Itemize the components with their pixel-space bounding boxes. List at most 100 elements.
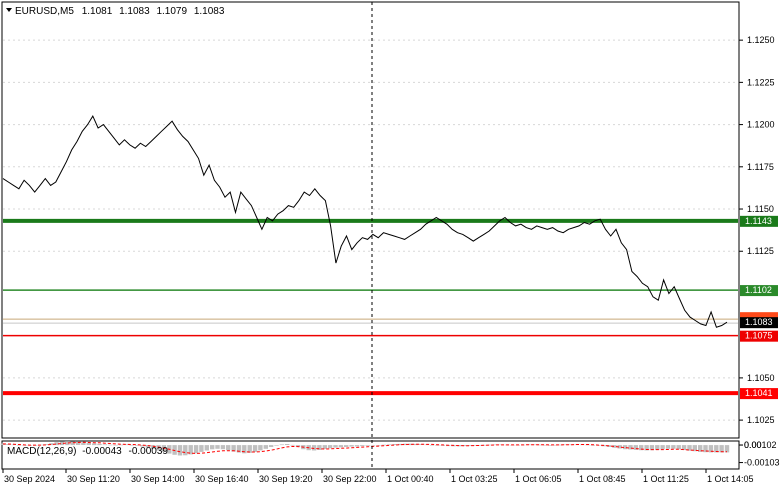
macd-bar-24 [129, 444, 134, 446]
macd-bar-49 [263, 445, 268, 449]
y-tick-label-3: 1.1175 [747, 162, 774, 172]
macd-bar-14 [75, 441, 81, 445]
macd-bar-11 [59, 441, 65, 446]
macd-bar-124 [665, 445, 671, 449]
macd-bar-133 [714, 445, 719, 453]
x-tick-label-1: 30 Sep 11:20 [67, 474, 120, 484]
header-open: 1.1081 [82, 6, 113, 17]
macd-bar-77 [413, 443, 419, 446]
macd-bar-19 [102, 444, 108, 446]
macd-bar-26 [140, 445, 145, 447]
macd-bar-131 [703, 445, 708, 453]
macd-bar-103 [553, 444, 558, 446]
macd-bar-66 [354, 445, 360, 447]
macd-bar-69 [370, 445, 376, 446]
x-tick-label-8: 1 Oct 06:05 [515, 474, 562, 484]
macd-bar-62 [333, 445, 338, 448]
macd-bar-45 [242, 445, 247, 454]
macd-bar-129 [692, 445, 697, 452]
macd-bar-123 [660, 445, 665, 450]
macd-tick-label-1: 0.00 [744, 440, 762, 450]
level-label-1: 1.1102 [745, 285, 772, 295]
macd-bar-59 [317, 445, 322, 450]
level-label-bg-3 [740, 388, 778, 400]
macd-header: MACD(12,26,9) -0.00043 -0.00039 [7, 446, 168, 457]
macd-bar-43 [231, 445, 236, 452]
y-tick-label-5: 1.1125 [747, 246, 774, 256]
x-tick-label-9: 1 Oct 08:45 [579, 474, 626, 484]
macd-bar-17 [92, 443, 97, 446]
macd-bar-54 [290, 444, 295, 446]
macd-bar-12 [65, 441, 70, 446]
macd-bar-87 [467, 445, 472, 446]
macd-bar-76 [408, 443, 413, 446]
x-tick-label-2: 30 Sep 14:00 [131, 474, 185, 484]
macd-bar-29 [156, 445, 161, 451]
macd-bar-16 [86, 442, 91, 445]
macd-bar-82 [440, 445, 445, 446]
header-close: 1.1083 [194, 6, 225, 17]
macd-bar-10 [54, 442, 59, 446]
macd-bar-42 [226, 445, 231, 451]
price-levels [3, 218, 738, 396]
level-label-0: 1.1143 [745, 216, 772, 226]
macd-bar-68 [365, 445, 370, 446]
macd-signal-value: -0.00039 [129, 446, 169, 457]
x-tick-label-3: 30 Sep 16:40 [195, 474, 249, 484]
macd-bar-33 [177, 445, 183, 456]
macd-bar-40 [215, 445, 220, 449]
time-x-axis: 30 Sep 2024 30 Sep 11:20 30 Sep 14:00 30 Se… [2, 469, 754, 484]
price-series-line [2, 115, 728, 328]
macd-bar-130 [698, 445, 703, 452]
macd-bar-38 [204, 445, 209, 451]
macd-bar-61 [327, 445, 333, 449]
macd-bar-102 [547, 445, 553, 446]
macd-bar-48 [258, 445, 263, 451]
macd-bar-110 [590, 445, 596, 446]
level-label-3: 1.1041 [745, 388, 773, 398]
macd-bar-128 [687, 445, 692, 451]
svg-text:EURUSD,M5 1.1081: EURUSD,M5 1.1081 1.1083 1.1079 1.1083 [15, 6, 225, 17]
macd-bar-58 [311, 445, 317, 451]
price-y-axis: 1.1250 1.1225 1.1200 1.1175 1.1150 1.1125 1.10… [739, 35, 775, 425]
macd-bar-39 [210, 445, 215, 450]
macd-bar-119 [639, 445, 644, 451]
macd-signal-line [2, 441, 727, 454]
bid-label-bg [740, 312, 778, 319]
macd-bar-89 [478, 445, 483, 446]
x-tick-label-0: 30 Sep 2024 [4, 474, 55, 484]
macd-bar-122 [655, 445, 660, 450]
current-price-label-bg [740, 317, 778, 329]
macd-bar-125 [671, 445, 676, 449]
macd-bar-44 [236, 445, 242, 453]
macd-bar-25 [134, 445, 140, 446]
macd-bar-27 [145, 445, 150, 448]
dropdown-triangle-icon[interactable] [6, 8, 12, 12]
macd-bar-20 [108, 444, 113, 446]
macd-bar-115 [617, 445, 622, 449]
macd-bar-13 [70, 441, 75, 446]
x-tick-label-10: 1 Oct 11:25 [643, 474, 689, 484]
macd-bar-36 [193, 445, 199, 454]
current-price-label: 1.1083 [745, 317, 773, 327]
macd-bar-28 [151, 445, 156, 449]
macd-bar-72 [386, 444, 392, 446]
macd-bar-37 [199, 445, 204, 452]
macd-bar-60 [322, 445, 327, 449]
macd-bar-63 [338, 445, 344, 448]
macd-bar-135 [724, 445, 730, 453]
macd-bar-81 [435, 445, 440, 446]
macd-bar-71 [381, 444, 386, 446]
macd-bar-117 [628, 445, 633, 450]
y-tick-label-1: 1.1225 [747, 77, 775, 87]
macd-bar-52 [279, 444, 285, 446]
level-labels: 1.1143 1.1102 1.1075 1.1041 1.1083 [740, 215, 778, 400]
macd-label: MACD(12,26,9) [7, 446, 76, 457]
macd-bar-91 [488, 444, 494, 446]
macd-bar-50 [268, 445, 274, 447]
macd-bar-75 [403, 443, 408, 446]
macd-bar-3 [16, 444, 22, 446]
